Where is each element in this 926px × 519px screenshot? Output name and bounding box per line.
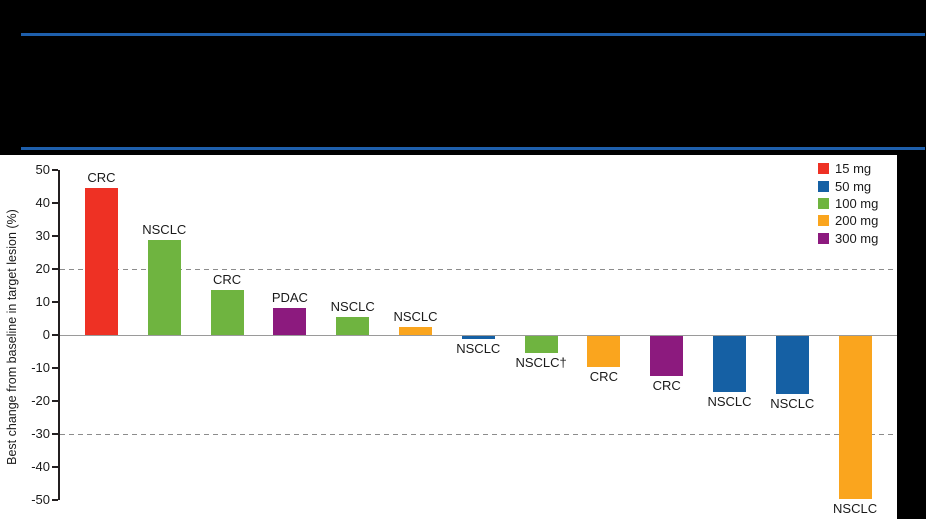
- bar-label: NSCLC: [707, 394, 752, 410]
- bar: [838, 336, 872, 500]
- y-tick: [52, 202, 58, 204]
- bar: [399, 327, 432, 335]
- bar-label: NSCLC: [393, 309, 438, 325]
- y-tick-label: -10: [31, 360, 50, 375]
- legend-row: 100 mg: [818, 195, 878, 212]
- zero-baseline: [60, 334, 897, 336]
- legend-row: 15 mg: [818, 160, 878, 177]
- y-tick: [52, 268, 58, 270]
- bar-label: NSCLC: [142, 221, 187, 237]
- y-tick-label: 50: [35, 162, 50, 177]
- y-tick: [52, 169, 58, 171]
- bar: [713, 336, 746, 393]
- legend-label: 300 mg: [835, 230, 879, 246]
- bar: [587, 336, 621, 368]
- y-tick-label: -30: [31, 426, 50, 441]
- bar-label: CRC: [589, 369, 618, 385]
- y-tick-label: 40: [35, 195, 50, 210]
- bar-label: CRC: [87, 170, 116, 186]
- y-axis: [58, 170, 60, 500]
- y-tick-label: -40: [31, 459, 50, 474]
- y-tick-label: 20: [35, 261, 50, 276]
- bar: [336, 317, 370, 335]
- bar-label: NSCLC†: [515, 354, 567, 370]
- legend: 15 mg 50 mg 100 mg 200 mg 300 mg: [818, 160, 878, 247]
- legend-swatch-icon: [818, 180, 829, 192]
- legend-label: 100 mg: [835, 195, 879, 211]
- y-tick: [52, 433, 58, 435]
- y-tick: [52, 235, 58, 237]
- legend-label: 200 mg: [835, 213, 879, 229]
- legend-row: 50 mg: [818, 177, 878, 194]
- bar-label: NSCLC: [456, 340, 501, 356]
- bar: [775, 336, 809, 395]
- bar: [210, 290, 244, 335]
- bar-label: NSCLC: [833, 501, 878, 517]
- y-tick-label: 10: [35, 294, 50, 309]
- y-tick: [52, 400, 58, 402]
- legend-label: 15 mg: [835, 161, 872, 177]
- y-tick-label: -20: [31, 393, 50, 408]
- y-tick-label: -50: [31, 492, 50, 507]
- legend-row: 300 mg: [818, 230, 878, 247]
- y-tick-label: 0: [42, 327, 50, 342]
- legend-swatch-icon: [818, 163, 829, 175]
- bar: [147, 239, 181, 335]
- y-tick: [52, 466, 58, 468]
- legend-swatch-icon: [818, 197, 829, 209]
- bar-label: NSCLC: [770, 396, 815, 412]
- bar-label: CRC: [213, 272, 242, 288]
- header-rule-top: [21, 33, 925, 36]
- bar: [524, 336, 558, 353]
- bar-label: PDAC: [271, 289, 308, 305]
- y-tick-label: 30: [35, 228, 50, 243]
- legend-label: 50 mg: [835, 178, 872, 194]
- reference-line: [60, 433, 897, 435]
- bar: [85, 188, 118, 335]
- chart-panel: Best change from baseline in target lesi…: [0, 155, 897, 519]
- legend-row: 200 mg: [818, 212, 878, 229]
- y-tick: [52, 499, 58, 501]
- bar: [461, 336, 495, 339]
- header-rule-bottom: [21, 147, 925, 150]
- y-tick: [52, 367, 58, 369]
- bar: [273, 307, 307, 335]
- bar: [650, 336, 684, 376]
- y-tick: [52, 334, 58, 336]
- bar-label: CRC: [652, 377, 681, 393]
- reference-line: [60, 268, 897, 270]
- legend-swatch-icon: [818, 232, 829, 244]
- legend-swatch-icon: [818, 215, 829, 227]
- y-tick: [52, 301, 58, 303]
- bar-label: NSCLC: [330, 299, 375, 315]
